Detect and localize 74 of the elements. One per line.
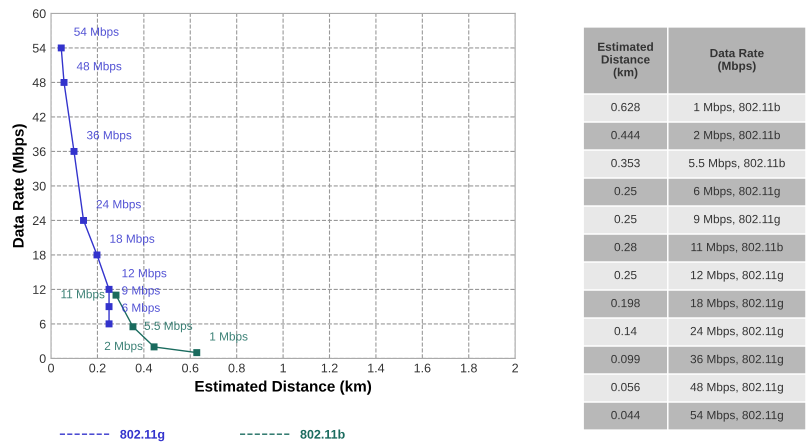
y-tick-label: 18 — [33, 250, 46, 260]
text: 1 Mbps, 802.11b — [694, 102, 780, 114]
text: 18 Mbps, 802.11g — [690, 298, 783, 310]
x-tick-label: 1.6 — [414, 364, 430, 372]
point — [129, 323, 136, 330]
text: 12 Mbps, 802.11g — [690, 270, 783, 282]
text: 0.044 — [611, 410, 640, 420]
point — [58, 44, 65, 52]
y-tick-label: 48 — [32, 78, 46, 88]
data-label: 1 Mbps — [210, 332, 248, 343]
text: 0.056 — [611, 382, 640, 392]
y-tick-label: 30 — [32, 182, 46, 191]
text: 0.25 — [614, 214, 637, 224]
data-label: 54 Mbps — [74, 27, 119, 38]
data-label: 11 Mbps — [61, 290, 104, 301]
text: 9 Mbps, 802.11g — [694, 214, 780, 226]
text: 5.5 Mbps, 802.11b — [688, 158, 785, 170]
x-tick-label: 2 — [512, 364, 518, 372]
data-label: 2 Mbps — [104, 341, 143, 352]
y-tick-label: 42 — [32, 112, 46, 122]
point — [150, 343, 158, 350]
point — [112, 292, 120, 299]
text: 0.099 — [611, 354, 640, 364]
point — [60, 78, 68, 86]
x-tick-label: 1.2 — [322, 364, 338, 372]
text: Estimated Distance (km) — [598, 42, 653, 79]
point — [80, 216, 87, 224]
text: Data Rate (Mbps) — [710, 49, 764, 72]
x-tick-label: 0.2 — [89, 364, 106, 372]
point — [70, 148, 78, 155]
text: 54 Mbps, 802.11g — [690, 410, 783, 422]
data-label: 48 Mbps — [76, 62, 122, 73]
y-tick-label: 24 — [32, 216, 46, 225]
data-label: 24 Mbps — [96, 200, 141, 211]
point — [193, 349, 200, 356]
point — [106, 286, 113, 293]
y-tick-label: 12 — [33, 285, 46, 294]
x-tick-label: 0.4 — [136, 364, 152, 372]
point — [94, 251, 100, 258]
y-tick-label: 0 — [40, 354, 46, 364]
text: 2 Mbps, 802.11b — [694, 130, 780, 142]
point — [106, 303, 113, 310]
x-tick-label: 1 — [280, 364, 286, 372]
x-tick-label: 1.4 — [368, 364, 384, 372]
x-tick-label: 0.6 — [182, 364, 198, 372]
text: 0.444 — [611, 130, 640, 140]
x-tick-label: 0 — [48, 364, 54, 372]
text: 0.28 — [614, 242, 636, 252]
y-tick-label: 6 — [40, 320, 46, 329]
x-axis-title: Estimated Distance (km) — [195, 380, 372, 395]
text: 0.353 — [611, 158, 640, 168]
point — [106, 320, 113, 328]
text: 0.14 — [614, 326, 637, 336]
text: 11 Mbps, 802.11b — [691, 242, 783, 254]
legend-label: 802.11b — [300, 430, 345, 439]
y-tick-label: 36 — [32, 147, 46, 156]
legend-label: 802.11g — [120, 430, 164, 442]
text: 0.25 — [614, 270, 637, 280]
y-tick-label: 60 — [32, 9, 46, 18]
text: 24 Mbps, 802.11g — [690, 326, 783, 338]
text: 0.198 — [611, 298, 640, 308]
x-tick-label: 1.8 — [461, 364, 477, 372]
x-tick-label: 0.8 — [228, 364, 245, 372]
data-label: 36 Mbps — [86, 130, 132, 142]
data-label: 5.5 Mbps — [144, 321, 192, 332]
data-label: 18 Mbps — [110, 234, 154, 246]
y-axis-title: Data Rate (Mbps) — [12, 124, 27, 248]
text: 36 Mbps, 802.11g — [690, 354, 783, 366]
data-label: 12 Mbps — [122, 268, 166, 280]
y-tick-label: 54 — [32, 44, 46, 53]
text: 0.25 — [614, 186, 637, 196]
text: 0.628 — [611, 102, 640, 112]
text: 48 Mbps, 802.11g — [690, 382, 783, 394]
text: 6 Mbps, 802.11g — [694, 186, 780, 198]
